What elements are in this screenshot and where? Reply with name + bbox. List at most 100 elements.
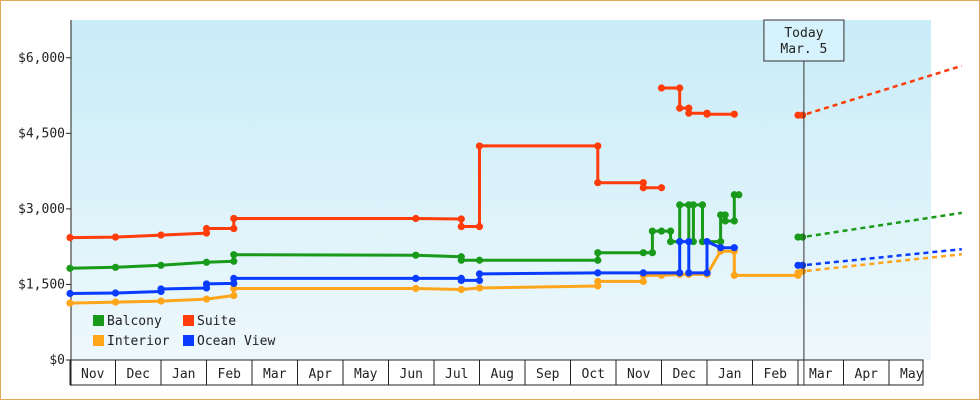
x-tick-label: Feb <box>764 367 788 382</box>
legend-label-suite: Suite <box>197 314 236 329</box>
suite-point <box>66 234 74 242</box>
ocean-view-point <box>66 289 74 298</box>
x-tick-label: Aug <box>491 367 514 382</box>
ocean-view-point <box>798 261 807 269</box>
balcony-point <box>717 238 725 246</box>
balcony-point <box>798 233 807 241</box>
y-tick-label: $1,500 <box>18 277 65 292</box>
ocean-view-point <box>457 276 465 285</box>
legend: Balcony Suite Interior Ocean View <box>93 314 275 349</box>
interior-point <box>202 295 211 303</box>
series-layer <box>66 64 963 307</box>
ocean-view-point <box>676 238 684 246</box>
ocean-view-point <box>475 276 484 285</box>
ocean-view-point <box>157 285 165 293</box>
x-tick-label: Sep <box>536 367 560 382</box>
suite-point <box>676 104 684 112</box>
x-tick-label: Oct <box>582 367 605 382</box>
suite-point <box>676 84 684 92</box>
balcony-point <box>667 227 675 235</box>
balcony-point <box>230 257 238 265</box>
interior-point <box>230 284 238 293</box>
suite-point <box>230 224 238 233</box>
suite-point <box>639 179 647 187</box>
y-tick-label: $0 <box>49 353 65 368</box>
balcony-point <box>230 251 238 259</box>
suite-point <box>594 142 602 150</box>
suite-point <box>457 222 465 231</box>
ocean-view-point <box>685 269 693 277</box>
x-tick-label: May <box>354 367 378 382</box>
balcony-point <box>66 264 74 272</box>
x-tick-label: Jan <box>172 367 195 382</box>
x-tick-label: May <box>900 367 924 382</box>
interior-point <box>475 284 484 292</box>
x-tick-label: Feb <box>218 367 242 382</box>
interior-point <box>111 298 120 306</box>
balcony-point <box>111 263 120 271</box>
ocean-view-point <box>412 274 420 282</box>
legend-label-balcony: Balcony <box>107 314 162 329</box>
balcony-point <box>689 201 697 209</box>
ocean-view-point <box>230 274 238 282</box>
interior-point <box>157 297 165 305</box>
interior-point <box>594 277 602 286</box>
legend-swatch-interior <box>93 335 104 346</box>
balcony-point <box>667 238 675 246</box>
interior-point <box>730 271 738 279</box>
balcony-point <box>735 191 743 199</box>
legend-label-ocean-view: Ocean View <box>197 334 275 349</box>
suite-point <box>657 84 666 92</box>
suite-point <box>475 222 484 231</box>
balcony-point <box>721 211 729 219</box>
ocean-view-point <box>202 280 211 288</box>
suite-point <box>798 111 807 119</box>
legend-swatch-suite <box>183 315 194 326</box>
balcony-point <box>676 201 684 209</box>
suite-point <box>230 214 238 223</box>
interior-point <box>457 285 465 294</box>
y-tick-label: $4,500 <box>18 126 65 141</box>
suite-point <box>657 184 666 192</box>
x-tick-label: Dec <box>673 367 696 382</box>
ocean-view-point <box>685 238 693 246</box>
x-tick-label: Apr <box>309 367 333 382</box>
today-label-line1: Today <box>784 26 823 41</box>
x-tick-label: Nov <box>627 367 651 382</box>
x-tick-label: Nov <box>81 367 105 382</box>
ocean-view-point <box>111 289 120 297</box>
balcony-point <box>594 256 602 264</box>
ocean-view-point <box>594 269 602 277</box>
balcony-point <box>657 227 666 235</box>
balcony-point <box>698 201 707 209</box>
x-tick-label: Apr <box>855 367 879 382</box>
balcony-point <box>648 249 657 257</box>
legend-swatch-ocean-view <box>183 335 194 346</box>
ocean-view-point <box>475 270 484 278</box>
balcony-point <box>648 227 657 235</box>
y-tick-label: $3,000 <box>18 202 65 217</box>
ocean-view-point <box>703 269 711 277</box>
balcony-point <box>730 217 738 225</box>
today-label-line2: Mar. 5 <box>780 42 827 57</box>
suite-point <box>639 184 647 192</box>
interior-point <box>412 284 420 293</box>
suite-point <box>475 142 484 150</box>
interior-point <box>66 299 74 307</box>
suite-point <box>703 110 711 118</box>
ocean-view-point <box>639 269 647 277</box>
x-tick-label: Jun <box>400 367 423 382</box>
ocean-view-point <box>703 238 711 246</box>
x-tick-label: Dec <box>127 367 150 382</box>
suite-point <box>685 109 693 117</box>
interior-point <box>639 277 647 286</box>
ocean-view-point <box>730 244 738 252</box>
balcony-point <box>639 249 647 257</box>
ocean-view-point <box>230 279 238 288</box>
balcony-point <box>457 256 465 264</box>
x-tick-label: Jan <box>718 367 741 382</box>
suite-point <box>202 224 211 233</box>
suite-point <box>412 214 420 223</box>
